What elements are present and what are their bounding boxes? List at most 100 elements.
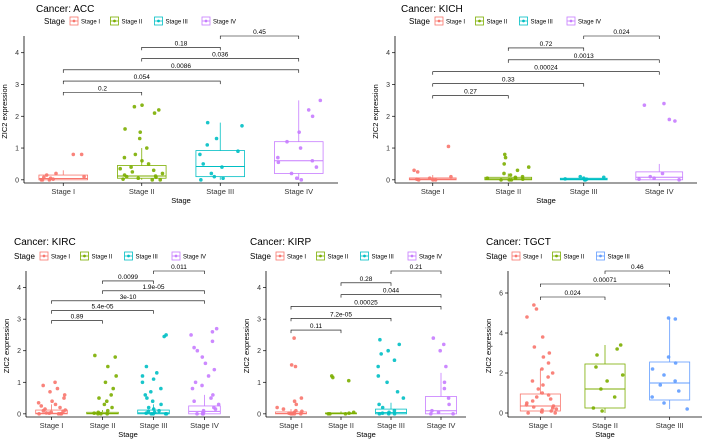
y-tick-label: 2 <box>386 114 390 121</box>
data-point <box>240 124 244 128</box>
p-value-label: 7.2e-05 <box>330 311 352 318</box>
data-point <box>200 383 204 388</box>
data-point <box>549 409 554 413</box>
data-point <box>446 144 451 149</box>
data-point <box>547 351 552 355</box>
data-point <box>36 401 41 405</box>
legend-label: Stage II <box>487 20 508 26</box>
data-point <box>192 399 196 404</box>
data-point <box>343 412 348 416</box>
y-tick-label: 2 <box>17 348 21 355</box>
data-point <box>105 408 110 413</box>
x-tick-label: Stage II <box>90 421 116 430</box>
y-tick-label: 1 <box>17 380 21 387</box>
data-point <box>451 412 455 416</box>
data-point <box>540 367 544 371</box>
y-tick-label: 3 <box>257 317 261 324</box>
data-point <box>642 103 647 107</box>
p-value-label: 0.054 <box>134 74 151 81</box>
data-point <box>485 176 490 181</box>
data-point <box>205 143 210 147</box>
p-value-label: 0.011 <box>171 264 187 271</box>
data-point <box>637 177 641 181</box>
data-point <box>595 353 599 357</box>
data-point <box>299 396 304 400</box>
data-point <box>199 178 203 182</box>
x-tick-label: Stage II <box>328 421 354 430</box>
x-tick-label: Stage III <box>377 421 405 430</box>
legend-key-dot <box>157 19 160 23</box>
data-point <box>379 352 383 356</box>
legend-key-dot <box>83 254 86 258</box>
p-value-label: 0.89 <box>71 314 84 321</box>
data-point <box>551 404 556 408</box>
comparison-bracket <box>290 329 342 334</box>
data-point <box>160 171 165 176</box>
legend-label: Stage II <box>328 255 349 261</box>
p-value-label: 0.00025 <box>354 299 378 306</box>
data-point <box>53 402 58 407</box>
data-point <box>530 379 535 383</box>
data-point <box>673 317 678 321</box>
legend-label: Stage II <box>564 255 585 261</box>
data-point <box>310 114 315 119</box>
data-point <box>149 389 153 394</box>
data-point <box>431 178 435 182</box>
y-tick-label: 0 <box>386 177 390 184</box>
legend-key-dot <box>569 19 573 23</box>
data-point <box>136 176 141 181</box>
panel-kirc: Cancer: KIRC Stage Stage I Stage II Stage II… <box>2 237 230 439</box>
data-point <box>540 391 545 395</box>
data-point <box>289 171 294 176</box>
comparison-bracket <box>432 95 509 99</box>
x-axis-label: Stage <box>171 196 191 205</box>
panel-kirp: Cancer: KIRP Stage Stage I Stage II Stage II… <box>242 237 466 439</box>
data-point <box>502 152 507 157</box>
data-point <box>329 374 334 378</box>
p-value-label: 0.72 <box>540 41 553 48</box>
x-tick-label: Stage IV <box>427 421 456 430</box>
data-point <box>105 412 110 416</box>
data-point <box>287 411 291 416</box>
data-point <box>210 330 215 334</box>
y-tick-label: 0 <box>17 411 21 418</box>
comparison-bracket <box>290 317 392 322</box>
data-point <box>650 367 655 371</box>
data-point <box>612 395 617 399</box>
data-point <box>203 361 208 366</box>
data-point <box>508 173 513 177</box>
box <box>274 141 324 174</box>
legend-label: Stage IV <box>578 20 601 26</box>
data-point <box>591 406 596 410</box>
data-point <box>650 395 654 399</box>
data-point <box>532 303 536 307</box>
data-point <box>673 361 678 365</box>
data-point <box>449 174 453 179</box>
data-point <box>433 178 438 182</box>
data-point <box>114 374 118 378</box>
comparison-bracket <box>540 296 606 300</box>
data-point <box>673 379 677 383</box>
y-tick-label: 3 <box>386 82 390 89</box>
data-point <box>122 173 127 177</box>
panel-tgct: Cancer: TGCT Stage Stage I Stage II Stage II… <box>484 237 702 439</box>
data-point <box>293 364 298 369</box>
data-point <box>79 152 84 157</box>
comparison-bracket <box>507 59 660 63</box>
data-point <box>123 127 127 131</box>
comparison-bracket <box>290 306 442 310</box>
legend-key-dot <box>278 254 282 258</box>
data-point <box>129 165 133 169</box>
data-point <box>532 345 537 349</box>
data-point <box>541 383 545 387</box>
y-tick-label: 0 <box>257 411 261 418</box>
data-point <box>151 168 156 173</box>
data-point <box>289 363 294 367</box>
data-point <box>281 407 286 411</box>
data-point <box>294 408 298 413</box>
data-point <box>144 146 149 150</box>
data-point <box>540 408 544 412</box>
data-point <box>200 355 205 359</box>
comparison-bracket <box>390 270 442 274</box>
p-value-label: 0.11 <box>310 323 323 330</box>
